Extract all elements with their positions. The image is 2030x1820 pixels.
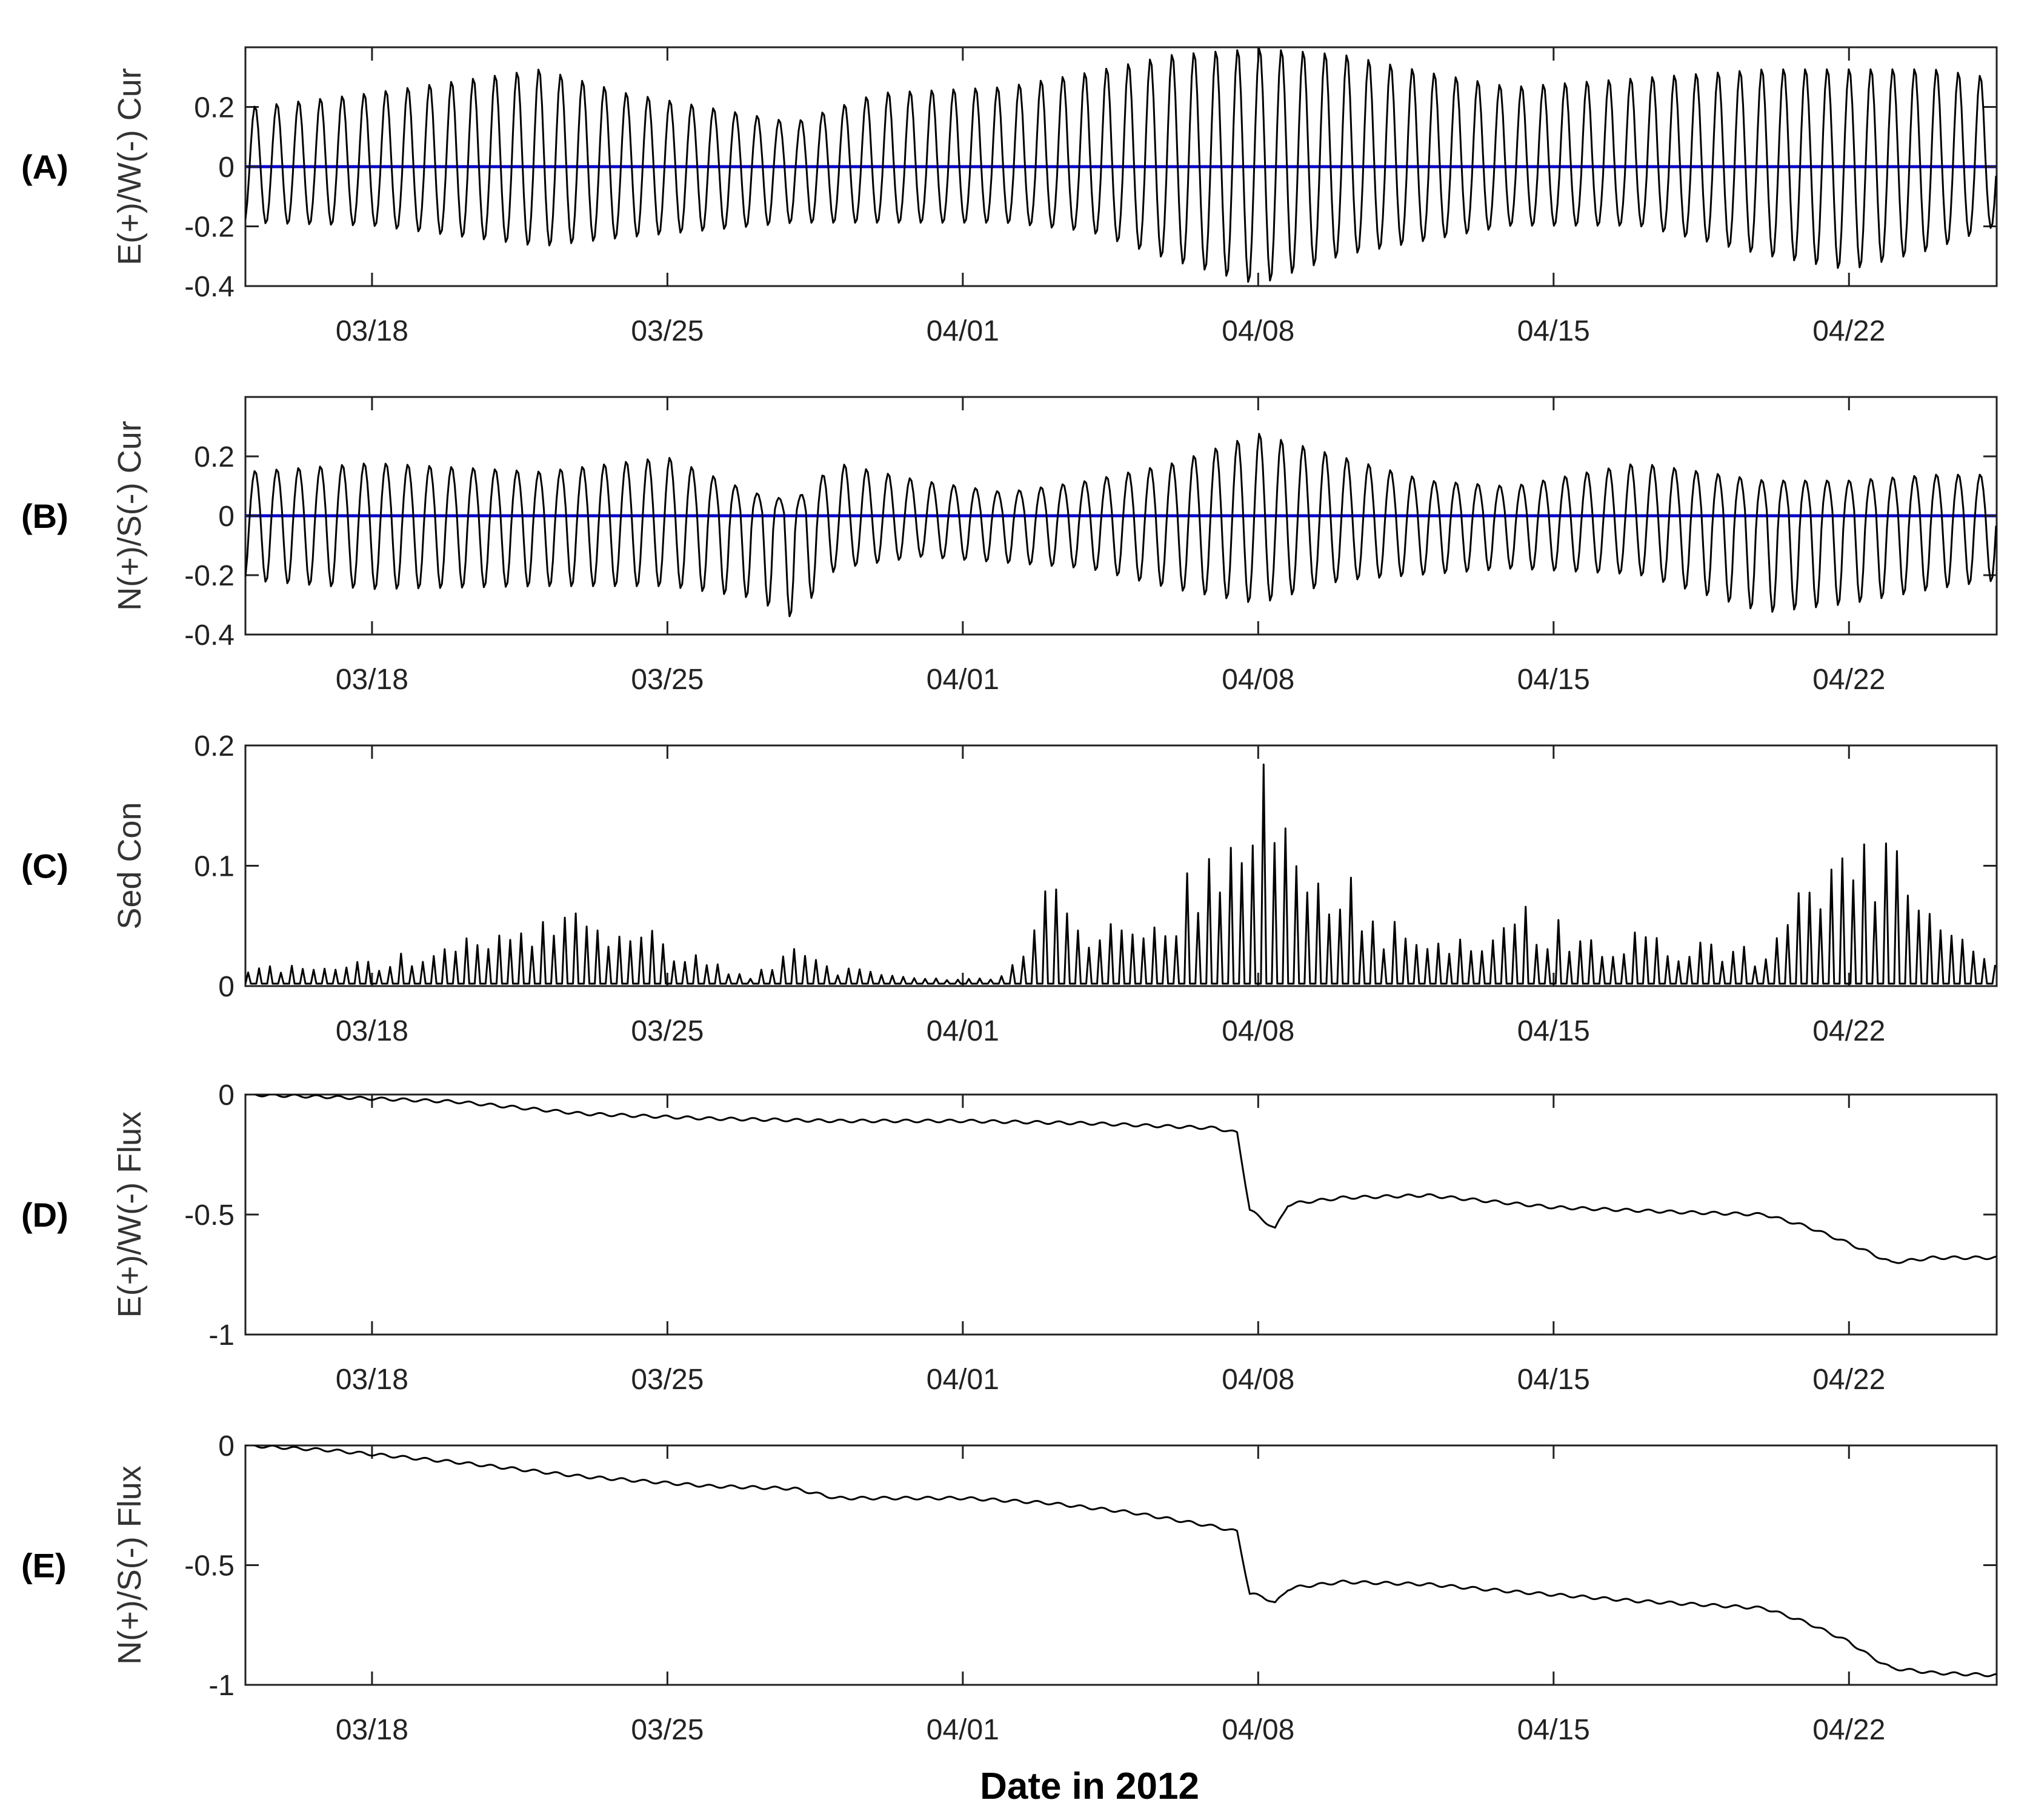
panel-label: (A) — [21, 148, 68, 186]
x-tick-label: 04/22 — [1812, 1364, 1885, 1396]
panel-3: -1 -0.5 0 03/18 03/25 04/01 04/08 04/15 04/22 (D)… — [21, 1079, 1998, 1396]
panel-label: (C) — [21, 847, 68, 885]
x-tick-label: 04/08 — [1222, 315, 1294, 347]
series-line — [245, 433, 1997, 618]
x-tick-label: 03/25 — [631, 1015, 704, 1047]
series-line — [245, 47, 1997, 283]
x-tick-label: 03/18 — [336, 315, 408, 347]
x-tick-label: 04/15 — [1517, 664, 1590, 696]
x-tick-label: 04/22 — [1812, 315, 1885, 347]
y-axis-title: E(+)/W(-) Cur — [111, 68, 148, 265]
y-tick-label: 0 — [218, 152, 235, 184]
y-tick-label: -0.4 — [184, 271, 235, 303]
y-axis-title: E(+)/W(-) Flux — [111, 1112, 148, 1318]
y-tick-label: 0 — [218, 1079, 235, 1112]
plot-frame — [244, 1444, 1998, 1686]
y-tick-label: -0.5 — [184, 1199, 235, 1232]
x-tick-label: 03/25 — [631, 1364, 704, 1396]
x-tick-label: 04/01 — [927, 1364, 999, 1396]
y-tick-label: -1 — [208, 1670, 235, 1702]
x-tick-label: 04/08 — [1222, 1015, 1294, 1047]
x-tick-label: 04/08 — [1222, 664, 1294, 696]
y-axis-title: N(+)/S(-) Cur — [111, 421, 148, 610]
x-tick-label: 03/18 — [336, 1364, 408, 1396]
series-line — [245, 1445, 1997, 1678]
x-tick-label: 03/25 — [631, 664, 704, 696]
x-tick-label: 03/25 — [631, 1714, 704, 1746]
x-tick-label: 03/18 — [336, 1015, 408, 1047]
y-tick-label: 0.2 — [194, 441, 235, 473]
x-tick-label: 04/15 — [1517, 1015, 1590, 1047]
y-tick-label: 0 — [218, 1430, 235, 1462]
panel-label: (D) — [21, 1196, 68, 1234]
x-tick-label: 04/01 — [927, 315, 999, 347]
x-tick-label: 03/18 — [336, 664, 408, 696]
x-tick-label: 04/15 — [1517, 1714, 1590, 1746]
x-axis-title: Date in 2012 — [980, 1765, 1199, 1807]
y-axis-title: N(+)/S(-) Flux — [111, 1465, 148, 1664]
y-tick-label: 0.2 — [194, 730, 235, 762]
panel-1: -0.4 -0.2 0 0.2 03/18 03/25 04/01 04/08 04/15 04/… — [21, 396, 1998, 696]
y-tick-label: -0.2 — [184, 560, 235, 592]
x-tick-label: 04/15 — [1517, 1364, 1590, 1396]
x-tick-label: 04/08 — [1222, 1364, 1294, 1396]
panel-0: -0.4 -0.2 0 0.2 03/18 03/25 04/01 04/08 04/15 04/… — [21, 46, 1998, 347]
x-tick-label: 03/18 — [336, 1714, 408, 1746]
panel-label: (E) — [21, 1547, 67, 1585]
y-tick-label: -0.4 — [184, 619, 235, 652]
x-tick-label: 04/01 — [927, 1015, 999, 1047]
y-tick-label: -1 — [208, 1319, 235, 1352]
series-line — [245, 1095, 1997, 1264]
x-tick-label: 04/22 — [1812, 1015, 1885, 1047]
x-tick-label: 04/01 — [927, 664, 999, 696]
y-tick-label: 0.2 — [194, 92, 235, 124]
y-tick-label: 0 — [218, 971, 235, 1003]
x-tick-label: 04/22 — [1812, 1714, 1885, 1746]
x-tick-label: 03/25 — [631, 315, 704, 347]
y-axis-title: Sed Con — [111, 802, 148, 929]
y-tick-label: -0.5 — [184, 1550, 235, 1582]
y-tick-label: 0.1 — [194, 851, 235, 883]
plot-frame — [244, 1093, 1998, 1336]
panel-label: (B) — [21, 497, 68, 535]
panel-4: -1 -0.5 0 03/18 03/25 04/01 04/08 04/15 04/22 (E)… — [21, 1430, 1998, 1746]
series-line — [245, 763, 1996, 985]
x-tick-label: 04/22 — [1812, 664, 1885, 696]
y-tick-label: -0.2 — [184, 212, 235, 244]
y-tick-label: 0 — [218, 501, 235, 533]
x-tick-label: 04/15 — [1517, 315, 1590, 347]
panel-2: 0 0.1 0.2 03/18 03/25 04/01 04/08 04/15 04/22 (C)… — [21, 730, 1998, 1047]
x-tick-label: 04/01 — [927, 1714, 999, 1746]
x-tick-label: 04/08 — [1222, 1714, 1294, 1746]
